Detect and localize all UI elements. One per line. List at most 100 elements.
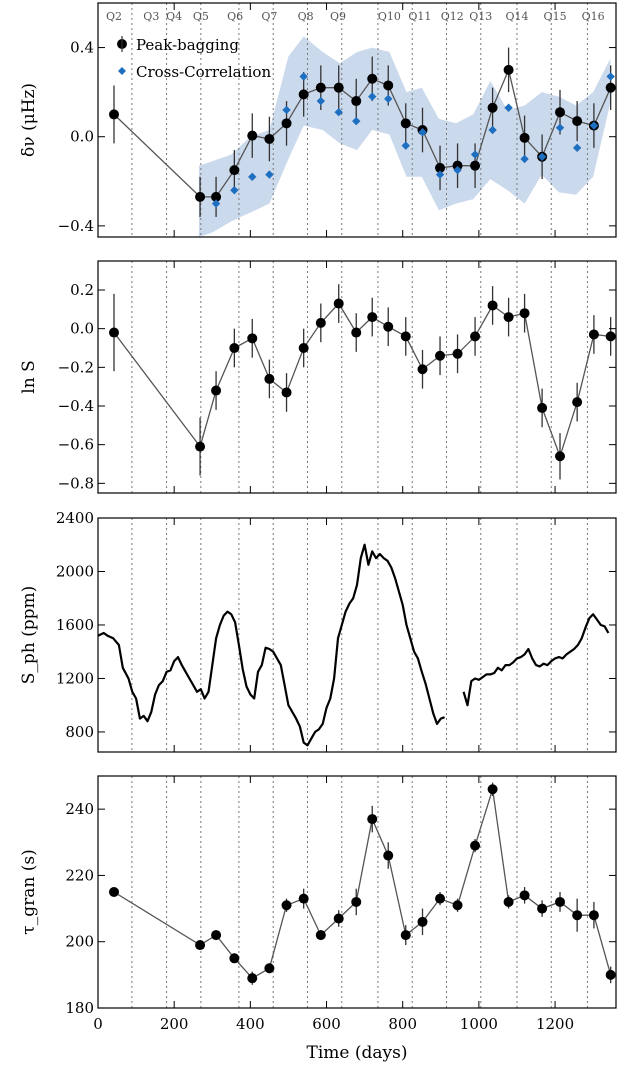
quarter-label: Q14 xyxy=(505,10,528,23)
panel-frame xyxy=(97,2,617,238)
quarter-label: Q3 xyxy=(143,10,159,23)
data-point xyxy=(264,133,275,144)
data-point xyxy=(195,191,206,202)
data-point xyxy=(503,312,514,323)
data-point xyxy=(108,109,119,120)
panel-plot-area xyxy=(108,261,616,493)
data-point xyxy=(452,160,463,171)
data-point xyxy=(264,963,275,974)
panel-plot-area xyxy=(108,3,616,237)
data-point xyxy=(367,312,378,323)
cross-correlation-point xyxy=(606,72,615,81)
cross-correlation-point xyxy=(248,172,257,182)
panel-plot-area xyxy=(108,776,616,1008)
data-point xyxy=(537,402,548,413)
data-point xyxy=(298,343,309,353)
quarter-label: Q10 xyxy=(378,10,401,23)
y-tick-label: −0.8 xyxy=(58,474,94,492)
panel-frame xyxy=(97,775,617,1009)
cross-correlation-point xyxy=(265,170,274,179)
quarter-label: Q8 xyxy=(298,10,314,23)
data-point xyxy=(333,913,344,924)
data-point xyxy=(211,191,222,202)
x-tick-label: 200 xyxy=(160,1015,189,1033)
data-point xyxy=(487,300,498,311)
data-point xyxy=(503,896,514,907)
quarter-label: Q5 xyxy=(193,10,209,23)
data-point xyxy=(487,784,498,795)
data-point xyxy=(229,165,240,176)
cross-correlation-point xyxy=(435,170,445,179)
y-tick-label: −0.4 xyxy=(58,217,94,235)
data-point xyxy=(195,940,206,951)
cross-correlation-point xyxy=(368,92,377,101)
cross-correlation-point xyxy=(230,186,239,195)
quarter-label: Q16 xyxy=(582,10,605,23)
quarter-label: Q15 xyxy=(544,10,567,23)
y-tick-label: 2000 xyxy=(56,562,94,580)
legend: Peak-bagging Cross-Correlation xyxy=(117,36,271,81)
data-point xyxy=(211,385,222,396)
y-tick-label: 240 xyxy=(65,800,94,818)
y-tick-label: 800 xyxy=(65,723,94,741)
data-point xyxy=(555,896,566,907)
quarter-label: Q4 xyxy=(166,10,182,23)
x-tick-label: 400 xyxy=(236,1015,265,1033)
data-point xyxy=(487,102,498,113)
y-axis-label: δν (μHz) xyxy=(19,83,39,157)
data-point xyxy=(367,73,378,84)
cross-correlation-point xyxy=(488,125,497,135)
data-point xyxy=(588,910,599,921)
data-point xyxy=(417,916,428,927)
data-point xyxy=(315,317,326,328)
cross-correlation-point xyxy=(537,152,547,161)
y-tick-label: 2400 xyxy=(56,509,94,527)
cross-correlation-point xyxy=(572,143,582,153)
data-point xyxy=(195,441,206,452)
y-tick-label: −0.2 xyxy=(58,358,94,376)
data-point xyxy=(108,327,119,338)
legend-marker-cross-correlation xyxy=(118,67,126,75)
x-axis-label: Time (days) xyxy=(307,1043,408,1063)
data-point xyxy=(503,64,514,75)
data-point xyxy=(247,333,258,344)
cross-correlation-point xyxy=(316,96,326,106)
data-point xyxy=(605,969,616,980)
data-point xyxy=(572,910,583,921)
legend-label-peak-bagging: Peak-bagging xyxy=(136,36,239,54)
y-tick-label: 0.0 xyxy=(70,320,94,338)
data-point xyxy=(108,887,119,897)
data-point xyxy=(572,397,583,408)
y-tick-label: 0.4 xyxy=(70,39,94,57)
data-point xyxy=(470,331,481,342)
quarter-label: Q11 xyxy=(408,10,431,23)
data-point xyxy=(400,118,411,129)
data-point xyxy=(519,132,530,143)
data-point xyxy=(555,451,566,462)
data-point xyxy=(435,162,446,173)
cross-correlation-point xyxy=(520,154,529,164)
panel-frame xyxy=(97,517,617,753)
data-point xyxy=(417,364,428,375)
data-point xyxy=(281,118,292,129)
panel-plot-area xyxy=(98,518,610,752)
quarter-label: Q9 xyxy=(330,10,346,23)
cross-correlation-point xyxy=(453,165,462,175)
data-point xyxy=(435,893,446,904)
x-tick-label: 800 xyxy=(388,1015,417,1033)
quarter-label: Q2 xyxy=(106,10,122,23)
data-point xyxy=(400,331,411,342)
data-point xyxy=(298,893,309,904)
data-point xyxy=(605,331,616,342)
y-tick-label: 1600 xyxy=(56,616,94,634)
data-point xyxy=(333,82,344,93)
data-point xyxy=(264,373,275,384)
data-point xyxy=(383,321,394,332)
panel-Sph: 800 1200 1600 2000 2400 S_ph (ppm) xyxy=(19,509,617,753)
data-point xyxy=(435,350,446,361)
cross-correlation-point xyxy=(352,116,361,126)
data-point xyxy=(605,82,616,93)
data-point xyxy=(229,953,240,964)
y-tick-label: 0.2 xyxy=(70,281,94,299)
